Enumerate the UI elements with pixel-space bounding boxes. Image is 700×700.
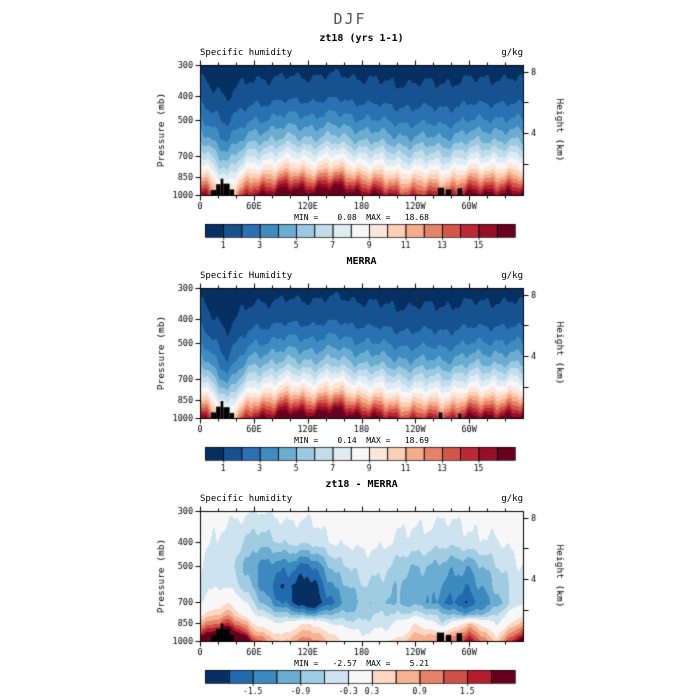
panel-subrow-zt18: Specific humidity g/kg: [200, 48, 523, 59]
minmax-stats-zt18: MIN = 0.08 MAX = 18.68: [294, 213, 429, 222]
panel-title-merra: MERRA: [346, 256, 377, 267]
contour-plot-canvas-zt18: [0, 59, 700, 213]
minmax-stats-diff: MIN = -2.57 MAX = 5.21: [294, 659, 429, 668]
units-label: g/kg: [501, 48, 523, 58]
colorbar-canvas-zt18: [0, 223, 700, 251]
page-title: DJF: [333, 10, 367, 28]
colorbar-canvas-diff: [0, 669, 700, 697]
panel-title-diff: zt18 - MERRA: [325, 479, 398, 490]
contour-plot-canvas-diff: [0, 505, 700, 659]
panel-diff: zt18 - MERRA Specific humidity g/kg MIN …: [0, 479, 700, 697]
panel-title-zt18: zt18 (yrs 1-1): [319, 33, 404, 44]
variable-label: Specific Humidity: [200, 271, 293, 281]
panel-subrow-diff: Specific humidity g/kg: [200, 494, 523, 505]
variable-label: Specific humidity: [200, 494, 293, 504]
panel-merra: MERRA Specific Humidity g/kg MIN = 0.14 …: [0, 256, 700, 474]
minmax-stats-merra: MIN = 0.14 MAX = 18.69: [294, 436, 429, 445]
panel-subrow-merra: Specific Humidity g/kg: [200, 271, 523, 282]
variable-label: Specific humidity: [200, 48, 293, 58]
colorbar-canvas-merra: [0, 446, 700, 474]
panel-zt18: zt18 (yrs 1-1) Specific humidity g/kg MI…: [0, 33, 700, 251]
contour-plot-canvas-merra: [0, 282, 700, 436]
units-label: g/kg: [501, 494, 523, 504]
units-label: g/kg: [501, 271, 523, 281]
